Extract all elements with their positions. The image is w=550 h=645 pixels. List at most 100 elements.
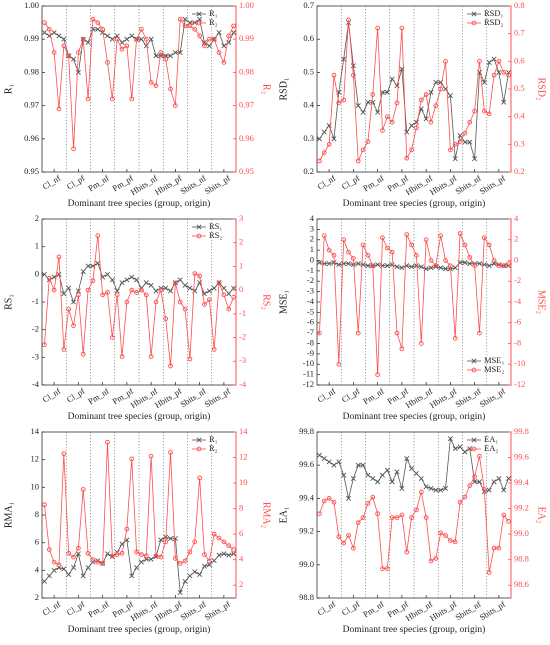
marker <box>231 547 236 552</box>
x-tick-label: Hbits_nf <box>129 173 160 197</box>
marker <box>501 512 507 518</box>
marker <box>216 50 222 55</box>
marker <box>316 452 322 458</box>
marker <box>66 550 72 556</box>
marker <box>192 288 198 294</box>
marker <box>341 472 347 478</box>
marker <box>61 347 67 352</box>
marker <box>360 147 366 153</box>
marker <box>331 72 337 78</box>
panel: -12-11-10-9-8-7-6-5-4-3-2-101234-12-10-8… <box>278 213 546 422</box>
y-tick-label: 2 <box>35 592 39 602</box>
marker <box>71 146 76 152</box>
marker <box>404 129 410 135</box>
marker <box>134 277 140 283</box>
y-tick-label: -1 <box>32 296 39 306</box>
marker <box>129 33 135 39</box>
marker <box>41 271 47 277</box>
marker <box>51 567 57 573</box>
series-line <box>44 442 234 566</box>
marker <box>148 354 154 359</box>
marker <box>448 147 453 153</box>
x-tick-label: Sbits_pf <box>478 599 507 623</box>
marker <box>211 285 217 291</box>
marker <box>467 261 473 267</box>
y-tick-label: -4 <box>32 379 40 389</box>
marker <box>177 16 183 22</box>
y2-tick-label: 98.8 <box>514 554 529 564</box>
marker <box>182 282 188 288</box>
y-tick-label: 4 <box>310 213 315 223</box>
marker <box>56 33 62 39</box>
marker <box>486 487 492 493</box>
marker <box>139 26 144 32</box>
marker <box>75 551 81 557</box>
marker <box>414 125 419 131</box>
x-tick-label: Cl_nf <box>315 599 337 618</box>
marker <box>351 72 356 78</box>
marker <box>182 558 188 564</box>
y2-tick-label: -10 <box>514 358 525 368</box>
marker <box>129 573 135 579</box>
x-tick-label: Sbits_pf <box>478 173 507 197</box>
marker <box>457 444 463 450</box>
y-tick-label: 8 <box>35 509 39 519</box>
legend-label: RS₁ <box>209 221 222 231</box>
marker <box>326 261 332 267</box>
y2-tick-label: 0.4 <box>514 111 525 121</box>
marker <box>105 290 110 295</box>
marker <box>138 559 144 565</box>
marker <box>423 515 429 520</box>
marker <box>153 299 159 305</box>
y-tick-label: 2 <box>35 213 39 223</box>
marker <box>316 260 322 266</box>
marker <box>457 132 463 138</box>
y2-tick-label: 0.8 <box>514 0 525 10</box>
marker <box>114 33 120 39</box>
marker <box>100 561 105 566</box>
marker <box>187 285 193 291</box>
y-tick-label: 14 <box>31 426 40 436</box>
marker <box>433 263 439 269</box>
y2-tick-label: 2 <box>239 237 243 247</box>
marker <box>51 559 57 565</box>
marker <box>56 106 62 112</box>
marker <box>95 26 101 32</box>
marker <box>172 49 178 55</box>
marker <box>423 116 429 122</box>
x-tick-label: Cl_nf <box>40 173 62 192</box>
marker <box>462 449 468 455</box>
marker <box>226 291 232 297</box>
y-tick-label: 6 <box>35 537 39 547</box>
marker <box>341 97 347 103</box>
y2-tick-label: 0.3 <box>514 138 525 148</box>
marker <box>109 335 115 340</box>
y-axis-label: RSD₁ <box>278 78 289 101</box>
x-tick-label: Hbits_pf <box>153 386 184 410</box>
y2-axis-label: RMA₂ <box>261 502 272 528</box>
marker <box>221 43 227 49</box>
marker <box>365 263 371 269</box>
marker <box>173 103 178 108</box>
marker <box>491 545 497 551</box>
marker <box>384 467 390 473</box>
marker <box>350 63 356 69</box>
marker <box>443 266 449 272</box>
marker <box>80 573 86 579</box>
marker <box>476 479 482 485</box>
marker <box>129 456 135 462</box>
marker <box>375 109 381 115</box>
panel: 98.8 99.0 99.2 99.4 99.6 99.8 98.6 98.8 99.0 99.2… <box>278 426 546 635</box>
marker <box>389 479 395 485</box>
marker <box>46 547 52 552</box>
marker <box>452 539 458 545</box>
y-tick-label: 99.8 <box>299 426 314 436</box>
marker <box>124 36 130 42</box>
marker <box>341 56 347 62</box>
marker <box>148 556 154 562</box>
marker <box>202 302 207 307</box>
marker <box>486 263 492 269</box>
marker <box>326 496 332 501</box>
marker <box>452 141 458 147</box>
